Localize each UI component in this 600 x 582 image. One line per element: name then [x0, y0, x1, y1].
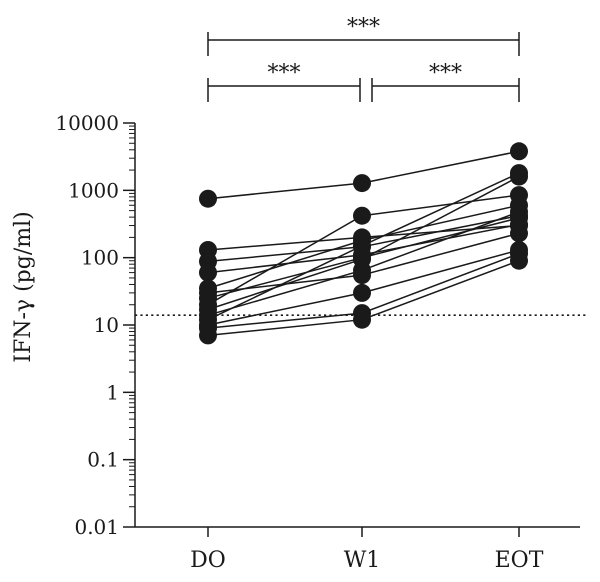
y-tick-label: 10 [94, 313, 119, 337]
y-axis-label: IFN-γ (pg/ml) [11, 211, 36, 362]
data-point [199, 289, 217, 308]
data-point [353, 261, 371, 280]
significance-brackets: *** *** *** [207, 15, 520, 102]
data-point [199, 326, 217, 345]
x-category-label: DO [190, 548, 226, 573]
x-category-label: W1 [344, 548, 381, 573]
data-point [199, 189, 217, 208]
significance-label: *** [429, 61, 462, 86]
y-tick-label: 0.01 [74, 515, 119, 539]
subject-points [199, 142, 528, 345]
data-point [353, 174, 371, 193]
data-point [353, 310, 371, 329]
significance-label: *** [347, 15, 380, 40]
data-point [353, 283, 371, 302]
y-tick-label: 0.1 [87, 448, 119, 472]
data-point [510, 208, 528, 227]
significance-label: *** [268, 61, 301, 86]
y-tick-label: 1000 [68, 178, 119, 202]
data-point [510, 251, 528, 270]
data-point [199, 263, 217, 282]
data-point [353, 248, 371, 267]
x-category-label: EOT [495, 548, 544, 573]
axes: 10000 1000 100 10 1 0.1 0.01 DO W1 EOT [55, 111, 580, 573]
data-point [510, 164, 528, 183]
y-tick-label: 10000 [55, 111, 119, 135]
data-point [199, 306, 217, 325]
y-tick-label: 1 [106, 380, 119, 404]
data-point [510, 186, 528, 205]
y-tick-label: 100 [81, 246, 119, 270]
data-point [510, 224, 528, 243]
data-point [353, 206, 371, 225]
data-point [510, 142, 528, 161]
